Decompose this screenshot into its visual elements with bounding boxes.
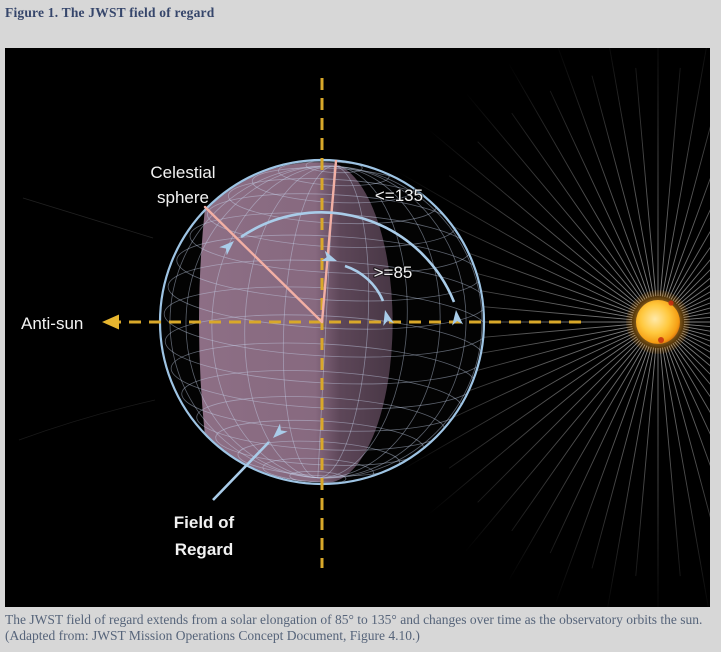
max-elongation-label: <=135	[375, 186, 423, 205]
jwst-field-of-regard-figure: Celestial sphere <=135 >=85 Anti-sun Fie…	[5, 48, 710, 607]
field-of-regard-label-line1: Field of	[174, 513, 235, 532]
arrowhead-85-start-icon	[321, 250, 337, 262]
caption-line1: The JWST field of regard extends from a …	[5, 612, 703, 627]
arc-135	[240, 211, 456, 303]
elongation-lines	[203, 159, 338, 324]
anti-sun-arrowhead-icon	[102, 314, 119, 330]
arc-85	[344, 264, 385, 302]
background-grid-lines	[18, 197, 156, 441]
elongation-135-line	[203, 205, 324, 324]
arrowhead-135-end-icon	[452, 310, 464, 326]
figure-caption: The JWST field of regard extends from a …	[5, 612, 717, 644]
sun-disk	[636, 300, 680, 344]
arrowhead-135-start-icon	[219, 241, 234, 256]
field-of-regard-label-line2: Regard	[175, 540, 234, 559]
anti-sun-label: Anti-sun	[21, 314, 83, 333]
elongation-arc-arrows	[212, 211, 456, 501]
sun-rays-icon	[358, 48, 710, 607]
field-of-regard-pointer-line	[212, 441, 270, 501]
celestial-sphere-label-line1: Celestial	[150, 163, 215, 182]
min-elongation-label: >=85	[374, 263, 413, 282]
elongation-85-line	[320, 159, 338, 324]
arc-arrowheads	[219, 241, 464, 438]
field-of-regard-arrowhead-icon	[273, 423, 288, 438]
sun-icon	[626, 290, 690, 354]
celestial-sphere-label-line2: sphere	[157, 188, 209, 207]
field-of-regard-diagram: Celestial sphere <=135 >=85 Anti-sun Fie…	[18, 48, 710, 607]
sunspot-icon	[668, 300, 674, 306]
figure-title: Figure 1. The JWST field of regard	[5, 5, 215, 20]
caption-line2: (Adapted from: JWST Mission Operations C…	[5, 628, 420, 643]
arrowhead-85-end-icon	[383, 310, 394, 326]
sunspot-icon	[658, 337, 664, 343]
